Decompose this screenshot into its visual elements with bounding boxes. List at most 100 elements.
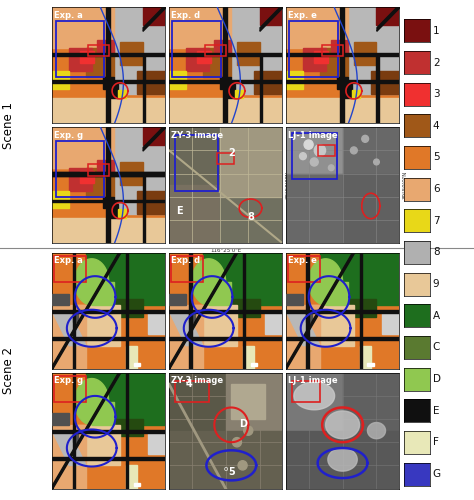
Bar [260, 8, 282, 25]
Bar [322, 44, 343, 56]
Bar [114, 8, 165, 48]
Bar [292, 133, 337, 180]
Bar [220, 77, 231, 88]
Bar [69, 48, 92, 71]
Bar [175, 381, 209, 402]
Bar [114, 168, 165, 214]
Text: Exp. g: Exp. g [55, 130, 83, 140]
Bar [226, 300, 260, 316]
Text: Exp. d: Exp. d [171, 11, 201, 20]
Bar [55, 141, 104, 197]
Bar [52, 172, 165, 176]
Bar [169, 185, 220, 243]
Bar [231, 48, 282, 94]
Circle shape [238, 460, 247, 470]
Bar [169, 127, 220, 185]
Text: E: E [176, 206, 182, 216]
Bar [286, 305, 320, 369]
Bar [251, 363, 257, 366]
Bar [286, 430, 399, 488]
Bar [223, 8, 227, 123]
Bar [220, 127, 282, 196]
Bar [169, 71, 186, 88]
Bar [203, 48, 231, 77]
Bar [81, 52, 94, 63]
Bar [231, 8, 282, 48]
Bar [318, 144, 335, 156]
Bar [169, 305, 203, 369]
Bar [52, 127, 114, 168]
Bar [143, 174, 146, 243]
Text: 2: 2 [228, 148, 235, 158]
Polygon shape [367, 422, 385, 438]
Bar [226, 84, 235, 98]
Text: A: A [433, 311, 440, 321]
Bar [148, 311, 165, 334]
Bar [343, 84, 352, 98]
Bar [337, 77, 348, 88]
Bar [217, 152, 234, 164]
Bar [134, 363, 140, 366]
Polygon shape [191, 259, 226, 305]
Bar [169, 310, 282, 313]
Polygon shape [75, 378, 109, 425]
Bar [52, 200, 165, 202]
Polygon shape [52, 430, 86, 466]
Bar [306, 253, 309, 369]
Text: LJ-1 image: LJ-1 image [288, 130, 338, 140]
Bar [52, 172, 165, 176]
Bar [343, 300, 376, 316]
Text: 2: 2 [433, 58, 439, 68]
Text: Exp. d: Exp. d [171, 256, 201, 266]
Circle shape [300, 152, 306, 160]
Bar [86, 168, 114, 196]
Bar [231, 384, 265, 419]
Bar [303, 48, 326, 71]
Bar [209, 282, 231, 305]
Bar [197, 52, 211, 63]
Circle shape [244, 426, 253, 436]
Bar [52, 127, 114, 168]
Bar [52, 305, 86, 369]
Bar [52, 430, 165, 433]
Bar [359, 253, 362, 369]
Bar [81, 270, 103, 300]
Bar [120, 42, 143, 66]
Bar [52, 191, 69, 208]
Bar [109, 84, 118, 98]
Bar [367, 363, 374, 366]
Text: Exp. a: Exp. a [55, 11, 83, 20]
Bar [214, 40, 231, 54]
Bar [371, 71, 399, 94]
Text: LJ-1 image: LJ-1 image [288, 376, 338, 385]
Bar [286, 98, 399, 123]
Bar [73, 372, 75, 488]
Bar [52, 218, 165, 243]
Bar [134, 482, 140, 486]
Bar [52, 310, 165, 313]
Bar [120, 162, 143, 185]
Bar [143, 127, 165, 144]
Bar [148, 430, 165, 454]
Text: Scene 1: Scene 1 [2, 102, 15, 149]
Bar [52, 8, 114, 48]
Text: 5: 5 [433, 152, 439, 162]
Bar [320, 48, 348, 77]
Bar [92, 282, 114, 305]
Bar [352, 90, 359, 98]
Bar [169, 338, 282, 340]
Bar [169, 372, 226, 430]
Circle shape [328, 165, 334, 170]
Bar [55, 256, 86, 282]
Bar [191, 305, 237, 346]
Bar [243, 346, 254, 369]
Bar [197, 270, 220, 300]
Bar [126, 253, 128, 369]
Text: E: E [433, 406, 439, 416]
Text: D: D [239, 419, 247, 429]
Bar [309, 305, 354, 346]
Polygon shape [75, 259, 109, 305]
Text: 8: 8 [247, 212, 254, 222]
Bar [203, 253, 231, 288]
Bar [190, 311, 195, 322]
